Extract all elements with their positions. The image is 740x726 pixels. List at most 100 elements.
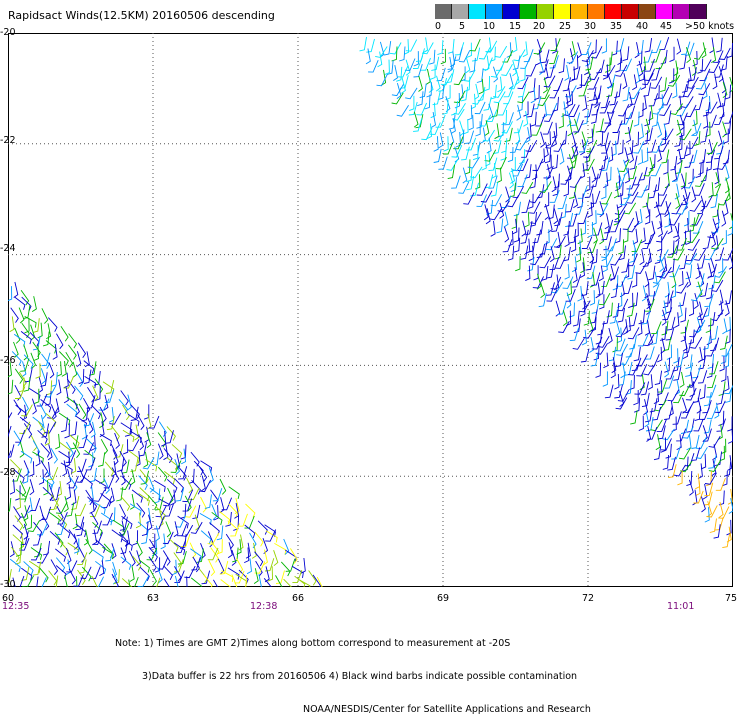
wind-barb (578, 43, 582, 59)
wind-barb (613, 120, 623, 132)
wind-barb (624, 203, 636, 214)
legend-swatch (554, 4, 571, 19)
wind-barb (607, 303, 613, 318)
wind-barb (727, 416, 732, 431)
wind-barb (680, 372, 684, 387)
note-line: Note: 1) Times are GMT 2)Times along bot… (115, 638, 591, 649)
lat-label: -30 (0, 579, 16, 590)
wind-barb (20, 505, 30, 517)
wind-barb (86, 490, 93, 505)
wind-barb (623, 73, 627, 89)
wind-barb (255, 552, 263, 566)
wind-barb (29, 461, 34, 476)
wind-barb (664, 111, 671, 125)
legend-label: 15 (509, 21, 521, 32)
wind-barb (646, 417, 653, 431)
wind-barb (429, 50, 435, 64)
wind-barb (719, 381, 725, 395)
wind-barb (630, 410, 637, 424)
wind-barb (637, 185, 648, 197)
wind-barb (657, 236, 662, 251)
wind-barb (643, 364, 655, 375)
wind-barb (525, 164, 531, 178)
wind-barb (505, 227, 509, 243)
wind-barb (201, 531, 211, 544)
wind-barb (649, 354, 659, 366)
wind-barb (117, 457, 124, 471)
wind-barb (78, 343, 85, 358)
wind-barb (685, 253, 697, 264)
wind-barb (672, 83, 677, 98)
wind-barb (623, 218, 634, 230)
wind-barb (713, 156, 720, 170)
wind-barb (393, 65, 397, 81)
wind-barb (531, 88, 535, 103)
wind-barb (497, 219, 503, 233)
wind-barb (570, 176, 581, 187)
wind-barb (599, 294, 604, 309)
legend-swatch (588, 4, 605, 19)
wind-barb (719, 193, 730, 205)
wind-barb (493, 67, 497, 83)
wind-barb (606, 52, 612, 66)
wind-barb (634, 347, 641, 361)
wind-barb (504, 212, 508, 227)
wind-barb (618, 140, 623, 155)
wind-barb (711, 47, 715, 62)
wind-barb (174, 559, 183, 572)
wind-barb (286, 559, 295, 572)
wind-barb (416, 48, 425, 61)
legend-label: 30 (584, 21, 596, 32)
wind-barb (588, 222, 593, 237)
wind-barb (417, 91, 423, 105)
wind-barb (703, 336, 710, 350)
wind-barb (701, 196, 705, 212)
wind-barb (633, 390, 638, 405)
wind-barb (381, 70, 385, 85)
wind-barb (466, 176, 473, 190)
wind-barb (657, 250, 668, 261)
wind-barb (702, 195, 713, 207)
wind-barb (250, 533, 257, 548)
lon-label: 72 (582, 593, 594, 604)
wind-barb (572, 66, 580, 79)
wind-barb (541, 282, 545, 298)
wind-barb (605, 213, 609, 229)
wind-barb (366, 49, 370, 64)
wind-barb (186, 478, 192, 493)
wind-barb (676, 429, 686, 441)
wind-barb (645, 232, 655, 244)
wind-barb (703, 484, 707, 499)
wind-barb (15, 576, 24, 587)
wind-barb (164, 471, 174, 484)
wind-barb (512, 219, 517, 234)
wind-barb (659, 183, 669, 195)
wind-barb (602, 38, 607, 53)
wind-barb (55, 549, 65, 562)
wind-barb (281, 562, 290, 576)
wind-barb (86, 539, 92, 554)
wind-barb (181, 449, 185, 464)
wind-barb (401, 78, 405, 94)
wind-barb (559, 113, 564, 128)
wind-barb (582, 132, 586, 148)
lat-label: -22 (0, 135, 16, 146)
wind-barb (523, 41, 527, 56)
wind-barb (21, 331, 31, 344)
wind-barb (663, 124, 667, 140)
wind-barb (596, 60, 604, 73)
wind-barb (655, 371, 662, 385)
wind-barb (98, 452, 105, 466)
wind-barb (461, 147, 469, 160)
wind-barb (254, 568, 258, 583)
wind-barb (123, 439, 128, 454)
wind-barb (62, 361, 66, 376)
wind-barb (14, 282, 18, 298)
legend-color-bar (435, 4, 707, 19)
wind-barb (154, 489, 160, 504)
wind-barb (704, 294, 713, 307)
wind-barb (509, 77, 519, 89)
wind-barb (458, 182, 469, 194)
legend-swatch (486, 4, 503, 19)
wind-barb (46, 341, 56, 354)
